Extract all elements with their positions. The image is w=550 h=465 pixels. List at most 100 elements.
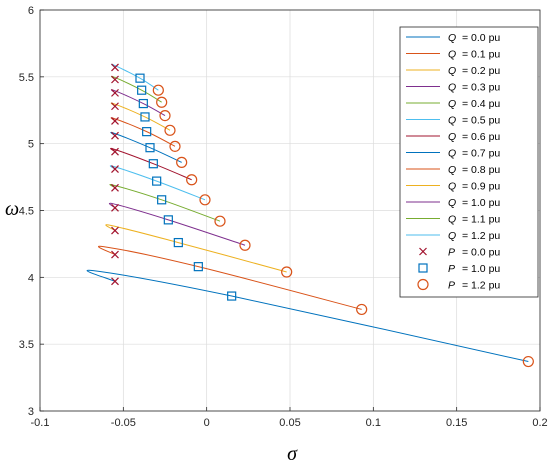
- marker-x-7: [111, 131, 119, 140]
- legend-label-name: Q: [448, 115, 456, 127]
- plot-frame: [39, 9, 541, 412]
- series-line-7: [110, 131, 182, 163]
- legend-label-value: = 0.0 pu: [462, 32, 500, 44]
- legend-label-name: Q: [448, 181, 456, 193]
- series-line-4: [109, 184, 221, 222]
- marker-circle-8: [169, 140, 181, 152]
- marker-x-6: [111, 147, 119, 156]
- legend-label-value: = 0.0 pu: [462, 247, 500, 259]
- legend-label-name: Q: [448, 148, 456, 160]
- marker-square-1: [193, 262, 203, 272]
- marker-square-11: [137, 85, 147, 95]
- legend-label-name: Q: [448, 49, 456, 61]
- marker-circle-7: [176, 156, 188, 168]
- x-tick-label: 0.15: [446, 417, 467, 429]
- legend-label-name: Q: [448, 98, 456, 110]
- marker-square-3: [163, 215, 173, 225]
- legend-label-value: = 0.8 pu: [462, 164, 500, 176]
- legend-label-name: P: [448, 263, 455, 275]
- legend-label-name: Q: [448, 230, 456, 242]
- series-line-3: [109, 202, 246, 246]
- legend-label-value: = 0.2 pu: [462, 65, 500, 77]
- marker-circle-9: [164, 124, 176, 136]
- legend-label-value: = 0.7 pu: [462, 148, 500, 160]
- legend-label-value: = 0.6 pu: [462, 131, 500, 143]
- x-tick-label: 0.2: [532, 417, 547, 429]
- legend-label-name: Q: [448, 164, 456, 176]
- marker-circle-10: [159, 109, 171, 122]
- marker-circle-4: [214, 215, 226, 227]
- marker-x-4: [111, 183, 119, 192]
- marker-x-12: [111, 63, 119, 72]
- x-tick-label: 0: [204, 417, 210, 429]
- y-tick-label: 5: [28, 139, 34, 151]
- legend-label-value: = 1.1 pu: [462, 214, 500, 226]
- marker-circle-5: [199, 194, 211, 206]
- marker-circle-0: [522, 355, 534, 368]
- legend-label-name: Q: [448, 65, 456, 77]
- marker-circle-6: [186, 174, 198, 186]
- marker-x-9: [111, 102, 119, 111]
- legend-label-value: = 1.2 pu: [462, 230, 500, 242]
- legend: Q = 0.0 pu Q = 0.1 pu Q = 0.2 pu Q = 0.3 pu Q = 0…: [399, 26, 539, 298]
- series-line-6: [110, 147, 192, 181]
- legend-label-value: = 0.5 pu: [462, 115, 500, 127]
- series-line-1: [98, 245, 362, 310]
- marker-x-10: [111, 88, 119, 97]
- legend-swatch-marker: [419, 247, 427, 256]
- y-tick-label: 4: [28, 272, 34, 284]
- legend-label-value: = 1.2 pu: [462, 280, 500, 292]
- tick-labels: -0.1 -0.05 0 0.05 0.1 0.15 0.2 3 3.5 4 4.5 5 5.5 6: [19, 5, 548, 429]
- x-tick-label: 0.05: [279, 417, 300, 429]
- marker-square-2: [173, 237, 183, 248]
- y-tick-label: 5.5: [19, 72, 34, 84]
- legend-label-value: = 1.0 pu: [462, 197, 500, 209]
- y-axis-label: ω: [5, 198, 19, 220]
- x-tick-label: 0.1: [366, 417, 381, 429]
- y-tick-label: 6: [28, 5, 34, 17]
- marker-square-12: [135, 73, 145, 83]
- marker-x-0: [111, 277, 119, 286]
- marker-square-10: [138, 98, 148, 109]
- legend-label-name: Q: [448, 197, 456, 209]
- marker-x-8: [111, 117, 119, 125]
- legend-label-value: = 0.9 pu: [462, 181, 500, 193]
- legend-label-name: P: [448, 280, 455, 292]
- y-tick-label: 3: [28, 406, 34, 418]
- marker-x-11: [111, 75, 119, 84]
- legend-label-name: Q: [448, 82, 456, 94]
- legend-label-value: = 1.0 pu: [462, 263, 500, 275]
- marker-square-0: [227, 291, 237, 301]
- legend-label-name: Q: [448, 32, 456, 44]
- marker-square-7: [145, 143, 155, 153]
- x-axis-label: σ: [287, 443, 298, 465]
- marker-square-9: [140, 112, 150, 122]
- y-tick-label: 4.5: [19, 206, 34, 218]
- legend-swatch-marker: [417, 278, 429, 291]
- marker-circle-3: [239, 239, 251, 251]
- marker-square-8: [142, 127, 152, 137]
- plot-area: [86, 63, 534, 368]
- marker-square-5: [152, 176, 162, 186]
- marker-x-2: [111, 226, 119, 235]
- marker-x-5: [111, 165, 119, 173]
- marker-circle-1: [356, 303, 368, 316]
- series-line-0: [86, 269, 529, 363]
- marker-x-3: [111, 203, 119, 212]
- marker-circle-11: [156, 96, 168, 108]
- legend-label-name: Q: [448, 131, 456, 143]
- series-line-5: [109, 165, 206, 201]
- marker-circle-2: [281, 266, 293, 278]
- marker-square-4: [157, 195, 167, 205]
- legend-label-value: = 0.4 pu: [462, 98, 500, 110]
- legend-label-value: = 0.1 pu: [462, 49, 500, 61]
- series-line-2: [105, 224, 287, 273]
- marker-square-6: [148, 159, 158, 169]
- x-tick-label: -0.1: [31, 417, 50, 429]
- marker-x-1: [111, 250, 119, 259]
- y-tick-label: 3.5: [19, 339, 34, 351]
- marker-circle-12: [152, 84, 164, 96]
- x-tick-label: -0.05: [111, 417, 136, 429]
- legend-swatch-marker: [418, 263, 428, 273]
